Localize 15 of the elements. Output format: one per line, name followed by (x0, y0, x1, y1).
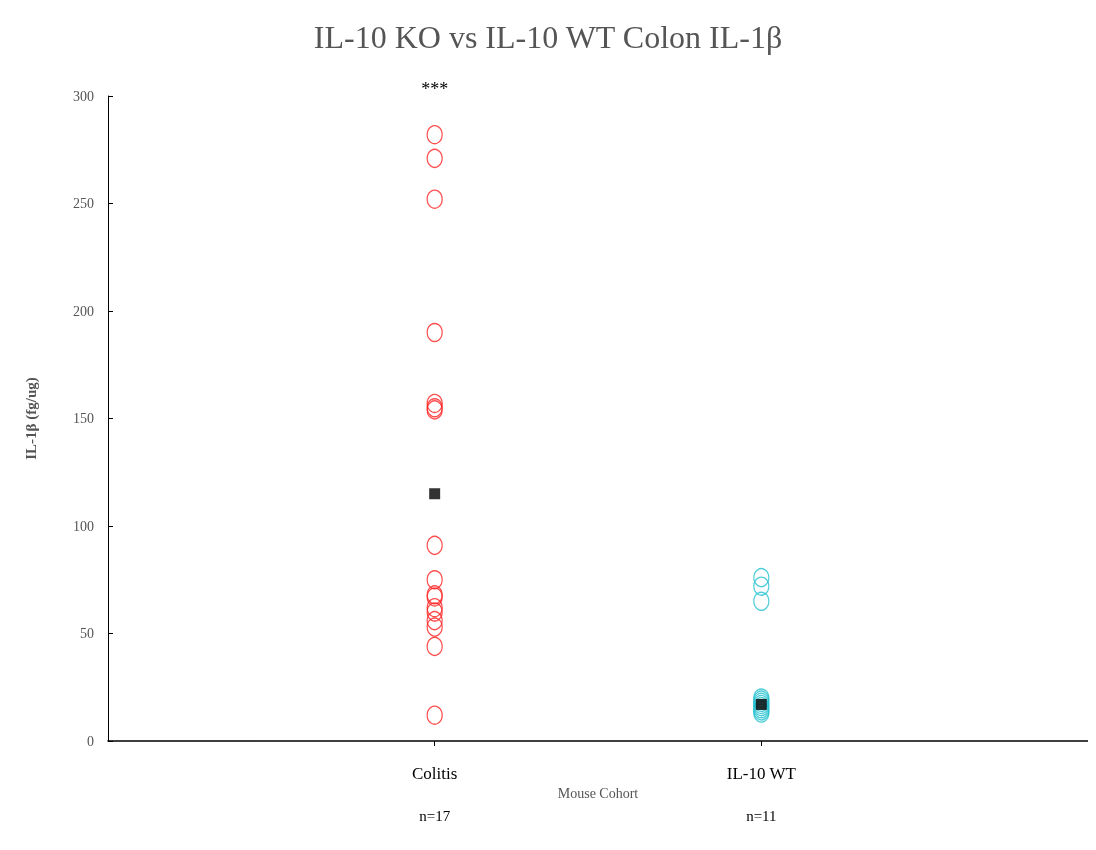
y-tick-label: 50 (80, 626, 94, 641)
x-tick-label: IL-10 WT (726, 764, 797, 783)
annotation: *** (421, 79, 449, 99)
y-tick-label: 250 (73, 196, 94, 211)
y-tick-label: 100 (73, 518, 94, 534)
y-tick-label: 0 (87, 733, 94, 749)
x-axis-title: Mouse Cohort (557, 786, 639, 802)
chart-title: IL-10 KO vs IL-10 WT Colon IL-1β (313, 19, 783, 55)
text: n=17 (419, 807, 451, 824)
text: n=11 (746, 807, 777, 824)
y-axis-title: IL-1β (fg/ug) (22, 377, 40, 460)
x-tick-label: Colitis (411, 764, 458, 783)
y-tick-label: 200 (73, 303, 94, 319)
y-tick-label: 150 (73, 411, 94, 426)
y-tick-label: 300 (73, 88, 94, 104)
